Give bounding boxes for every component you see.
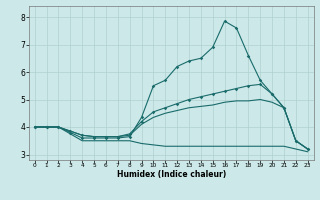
X-axis label: Humidex (Indice chaleur): Humidex (Indice chaleur) — [116, 170, 226, 179]
